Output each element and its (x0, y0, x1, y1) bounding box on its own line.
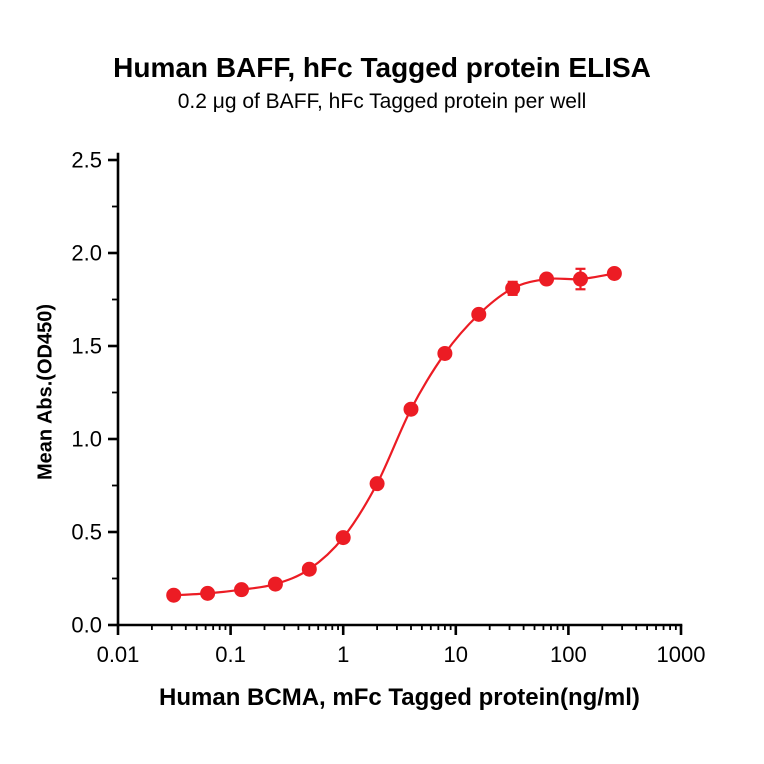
chart-title: Human BAFF, hFc Tagged protein ELISA (113, 52, 651, 83)
x-tick-label: 0.01 (97, 642, 140, 667)
data-point-marker (234, 582, 250, 598)
data-point-marker (403, 401, 419, 417)
x-tick-label: 1000 (657, 642, 706, 667)
y-tick-label: 1.5 (71, 334, 102, 359)
chart-subtitle: 0.2 μg of BAFF, hFc Tagged protein per w… (177, 90, 587, 113)
x-tick-label: 10 (444, 642, 468, 667)
fit-curve (173, 272, 615, 597)
data-point-marker (539, 271, 555, 287)
data-point-marker (200, 585, 216, 601)
data-point-marker (606, 265, 622, 281)
y-tick-label: 2.5 (71, 148, 102, 173)
y-tick-label: 2.0 (71, 241, 102, 266)
x-tick-label: 0.1 (215, 642, 246, 667)
y-axis-label: Mean Abs.(OD450) (34, 304, 57, 480)
x-tick-label: 1 (337, 642, 349, 667)
y-tick-label: 0.0 (71, 613, 102, 638)
data-point-marker (471, 306, 487, 322)
data-point-marker (505, 280, 521, 296)
y-tick-label: 0.5 (71, 520, 102, 545)
x-tick-label: 100 (550, 642, 587, 667)
data-point-marker (335, 530, 351, 546)
data-point-marker (572, 271, 588, 287)
y-tick-label: 1.0 (71, 427, 102, 452)
data-point-marker (301, 561, 317, 577)
data-point-marker (369, 476, 385, 492)
data-point-marker (166, 587, 182, 603)
data-point-marker (267, 576, 283, 592)
data-point-marker (437, 345, 453, 361)
x-axis-label: Human BCMA, mFc Tagged protein(ng/ml) (159, 684, 640, 711)
